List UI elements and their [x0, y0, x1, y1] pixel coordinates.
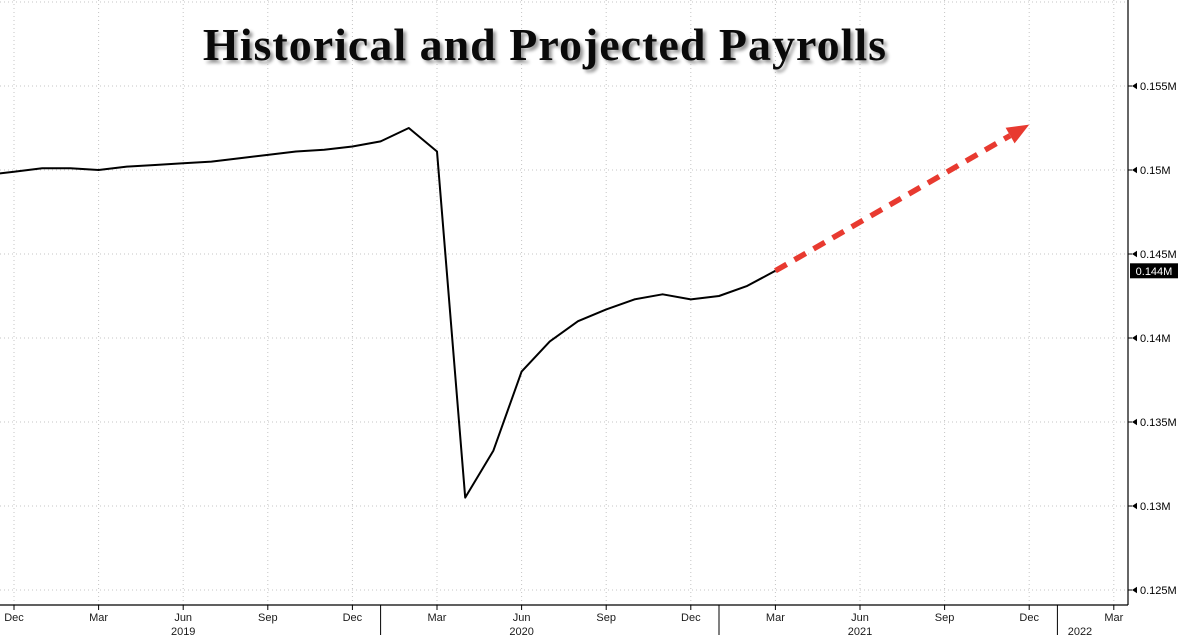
projection-arrowhead: [1005, 124, 1030, 144]
y-tick-marker: [1132, 82, 1137, 90]
y-tick-label: 0.14M: [1140, 333, 1171, 345]
y-tick-label: 0.15M: [1140, 165, 1171, 177]
x-tick-label: Sep: [935, 612, 955, 624]
x-tick-label: Mar: [89, 612, 108, 624]
x-tick-label: Dec: [1019, 612, 1039, 624]
year-label: 2022: [1068, 626, 1092, 637]
y-tick-label: 0.155M: [1140, 81, 1177, 93]
y-tick-marker: [1132, 586, 1137, 594]
y-tick-label: 0.125M: [1140, 585, 1177, 597]
y-tick-marker: [1132, 334, 1137, 342]
x-tick-label: Dec: [343, 612, 363, 624]
x-tick-label: Jun: [513, 612, 531, 624]
x-tick-label: Dec: [4, 612, 24, 624]
y-tick-marker: [1132, 502, 1137, 510]
x-tick-label: Dec: [681, 612, 701, 624]
year-label: 2021: [848, 626, 872, 637]
current-value-badge: [1130, 263, 1178, 279]
x-tick-label: Mar: [1104, 612, 1123, 624]
projection-line: [774, 133, 1012, 274]
x-tick-label: Sep: [258, 612, 278, 624]
year-label: 2019: [171, 626, 195, 637]
y-tick-marker: [1132, 250, 1137, 258]
x-tick-label: Jun: [174, 612, 192, 624]
y-tick-marker: [1132, 418, 1137, 426]
y-tick-marker: [1132, 166, 1137, 174]
year-label: 2020: [509, 626, 533, 637]
x-tick-label: Jun: [851, 612, 869, 624]
y-tick-label: 0.145M: [1140, 249, 1177, 261]
y-tick-label: 0.13M: [1140, 501, 1171, 513]
x-tick-label: Mar: [766, 612, 785, 624]
x-tick-label: Sep: [596, 612, 616, 624]
historical-line: [0, 127, 776, 499]
y-tick-label: 0.135M: [1140, 417, 1177, 429]
x-tick-label: Mar: [428, 612, 447, 624]
current-value-label: 0.144M: [1136, 266, 1173, 278]
